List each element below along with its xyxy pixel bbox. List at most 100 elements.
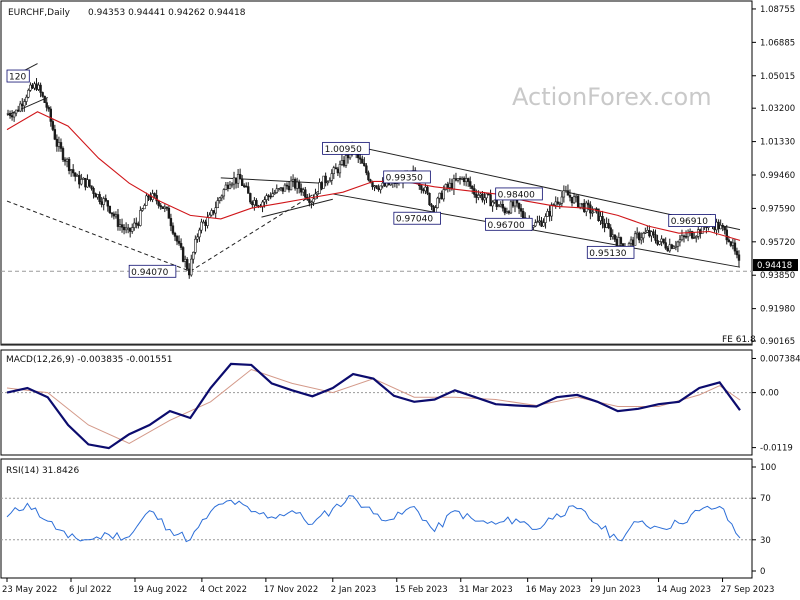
candle-body (318, 182, 321, 194)
rsi-panel (0, 458, 753, 579)
candle-body (375, 185, 378, 189)
price-y-tick-label: 0.93850 (760, 271, 795, 281)
price-frame (0, 0, 753, 346)
candle-body (251, 201, 254, 206)
candle-body (247, 186, 250, 194)
candle-body (562, 190, 566, 198)
candle-body (572, 196, 576, 204)
price-y-tick-label: 0.95720 (760, 238, 795, 248)
candle-body (104, 198, 107, 201)
candle-body (330, 173, 333, 181)
candle-body (71, 169, 75, 174)
candle-body (200, 221, 203, 231)
candle-body (448, 182, 452, 188)
macd-y-tick-label: -0.0119 (760, 444, 793, 454)
candle-body (601, 216, 604, 225)
candle-body (312, 198, 315, 203)
candle-body (532, 225, 535, 228)
price-y-tick-label: 1.01330 (760, 138, 795, 148)
candle-body (116, 214, 120, 227)
candle-body (153, 193, 156, 196)
candle-body (336, 168, 340, 174)
candle-body (534, 222, 537, 227)
candle-body (65, 158, 69, 162)
candle-body (295, 181, 299, 189)
candle-body (334, 167, 338, 170)
price-y-tick-label: 1.05015 (760, 72, 795, 82)
candle-body (542, 222, 545, 227)
candle-body (100, 201, 103, 205)
candle-body (611, 234, 614, 237)
x-tick-label: 15 Feb 2023 (395, 585, 448, 595)
candle-body (169, 218, 173, 227)
candle-body (652, 231, 655, 236)
candle-body (196, 236, 199, 240)
candle-body (98, 194, 101, 203)
price-y-tick-label: 0.90165 (760, 337, 795, 347)
candle-body (550, 204, 553, 217)
candle-body (263, 199, 266, 203)
candle-body (548, 211, 551, 217)
candle-body (371, 182, 374, 188)
candle-body (281, 187, 285, 192)
candle-body (171, 225, 175, 234)
fe-label: FE 61.8 (722, 335, 756, 345)
candle-body (725, 229, 728, 241)
candle-body (650, 231, 653, 237)
candle-body (558, 203, 562, 205)
candle-body (218, 197, 221, 201)
candle-body (161, 206, 164, 209)
candle-body (363, 163, 366, 167)
candle-body (212, 210, 215, 214)
candle-body (149, 196, 152, 200)
candle-body (238, 174, 242, 180)
candle-body (495, 199, 498, 207)
candle-body (226, 184, 230, 189)
rsi-y-tick-label: 70 (760, 494, 771, 504)
macd-frame (0, 349, 753, 456)
chart-header-symbol: EURCHF,Daily (8, 8, 71, 18)
candle-body (684, 235, 688, 238)
candle-body (21, 103, 24, 107)
candle-body (175, 236, 179, 242)
candle-body (568, 194, 572, 198)
candle-body (493, 199, 496, 203)
candle-body (629, 239, 633, 244)
candle-body (293, 178, 297, 189)
candle-body (177, 240, 181, 244)
candle-body (507, 211, 511, 214)
candle-body (157, 200, 160, 206)
candle-body (82, 177, 85, 180)
price-y-tick-label: 1.03200 (760, 104, 795, 114)
candle-body (326, 181, 329, 184)
candle-body (112, 213, 116, 217)
candle-body (249, 193, 252, 203)
candle-body (640, 237, 643, 241)
candle-body (135, 222, 138, 225)
candle-body (487, 193, 490, 196)
price-label-box (6, 69, 30, 83)
candle-body (78, 175, 81, 185)
price-y-tick-label: 0.97590 (760, 204, 795, 214)
candle-body (131, 227, 134, 232)
candle-body (179, 243, 183, 248)
candle-body (84, 177, 87, 188)
candle-body (204, 221, 207, 226)
candle-body (57, 142, 61, 147)
price-label-box (586, 245, 635, 259)
candle-body (483, 197, 486, 201)
candle-body (422, 189, 425, 192)
candle-body (481, 193, 484, 201)
candle-body (489, 194, 492, 207)
candle-body (255, 200, 258, 207)
candle-body (426, 186, 429, 194)
candle-body (595, 208, 598, 211)
rsi-y-tick-label: 100 (760, 463, 776, 473)
candle-body (454, 178, 458, 181)
macd-y-tick-label: 0.007384 (760, 354, 800, 364)
candle-body (648, 230, 651, 237)
candle-body (676, 241, 680, 247)
candle-body (692, 237, 696, 239)
candle-body (670, 244, 673, 249)
candle-body (39, 84, 42, 93)
